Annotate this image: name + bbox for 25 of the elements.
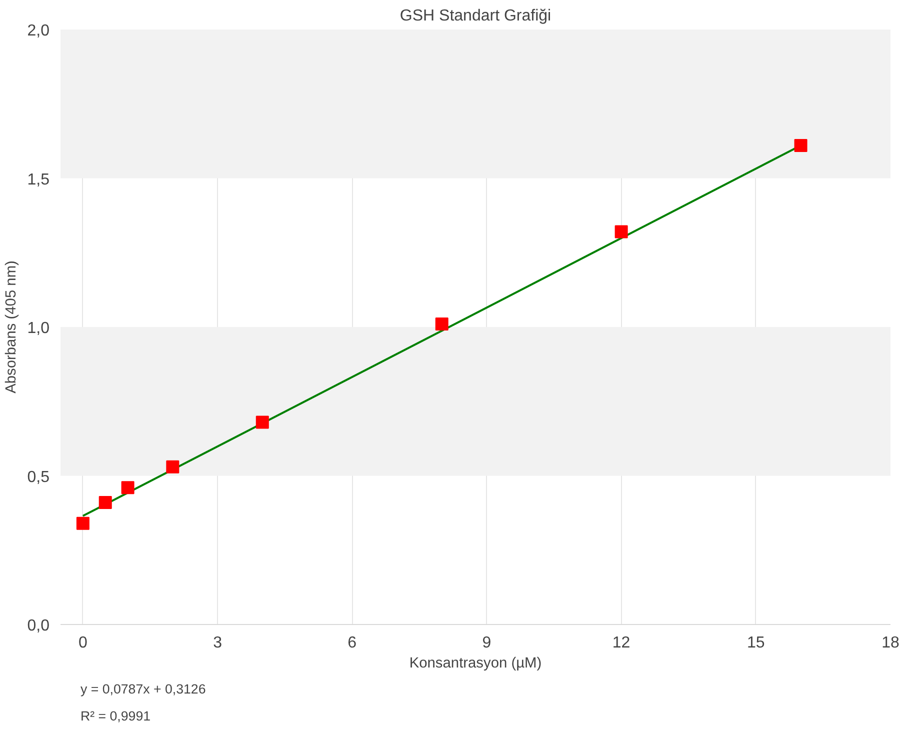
- point: [166, 460, 180, 474]
- y-tick-label: 0,5: [27, 468, 50, 486]
- text: y = 0,0787x + 0,3126: [80, 682, 206, 696]
- x-tick-label: 15: [747, 634, 765, 652]
- y-tick-label: 1,0: [27, 320, 50, 337]
- point: [794, 139, 808, 152]
- point: [435, 318, 448, 331]
- x-tick-label: 9: [482, 634, 492, 652]
- y-tick-label: 1,5: [27, 171, 50, 188]
- y-tick-label: 0,0: [27, 618, 50, 634]
- y-axis-title: Absorbans (405 nm): [3, 260, 20, 394]
- x-tick-label: 3: [213, 634, 222, 652]
- point: [98, 496, 112, 510]
- point: [76, 516, 90, 530]
- x-tick-label: 0: [78, 634, 88, 652]
- point: [614, 225, 628, 238]
- x-tick-label: 18: [882, 634, 900, 652]
- text: R² = 0,9991: [80, 708, 151, 724]
- point: [121, 481, 134, 494]
- point: [256, 416, 269, 429]
- x-tick-label: 12: [612, 634, 630, 652]
- x-axis-title: Konsantrasyon (µM): [409, 656, 542, 672]
- y-tick-label: 2,0: [27, 22, 50, 40]
- chart-title: GSH Standart Grafiği: [400, 8, 552, 24]
- x-tick-label: 6: [348, 634, 357, 652]
